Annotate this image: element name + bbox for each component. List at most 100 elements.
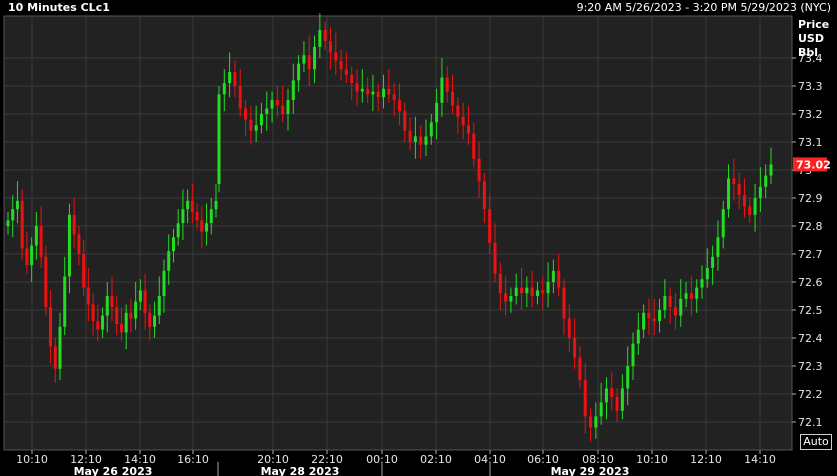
candle-body	[334, 52, 338, 61]
candle-body	[514, 287, 518, 296]
candle-body	[244, 108, 248, 120]
candle-body	[684, 293, 688, 299]
candle-body	[557, 270, 561, 288]
candle-body	[339, 60, 343, 70]
candle-body	[110, 296, 114, 308]
y-tick-label: 73.4	[798, 52, 823, 65]
candle-body	[281, 105, 285, 114]
candle-body	[67, 214, 71, 277]
candle-body	[376, 91, 380, 98]
candle-body	[429, 122, 433, 137]
candle-body	[86, 287, 90, 305]
candle-body	[77, 234, 81, 254]
candle-body	[318, 30, 322, 47]
candle-body	[249, 119, 253, 131]
candle-body	[626, 366, 630, 389]
date-range: 9:20 AM 5/26/2023 - 3:20 PM 5/29/2023 (N…	[576, 1, 831, 14]
candle-body	[30, 245, 34, 266]
candle-body	[397, 100, 401, 112]
candle-body	[578, 357, 582, 380]
candle-body	[138, 290, 142, 302]
y-tick-label: 72.1	[798, 416, 823, 429]
candle-body	[530, 287, 534, 296]
candle-body	[573, 338, 577, 358]
candle-body	[631, 343, 635, 366]
x-tick-label: 08:10	[582, 453, 614, 466]
candle-body	[599, 402, 603, 417]
candle-body	[82, 254, 86, 288]
candle-body	[328, 41, 332, 53]
candle-body	[134, 301, 138, 319]
candle-body	[711, 256, 715, 268]
candle-body	[727, 178, 731, 210]
candle-body	[753, 198, 757, 215]
candle-body	[313, 46, 317, 70]
candle-body	[344, 69, 348, 75]
candle-body	[101, 315, 105, 330]
candle-body	[658, 310, 662, 322]
candle-body	[217, 94, 221, 184]
candle-body	[181, 209, 185, 224]
candle-body	[604, 388, 608, 403]
candle-body	[350, 74, 354, 84]
candle-body	[732, 178, 736, 184]
candle-body	[520, 287, 524, 294]
candle-body	[466, 125, 470, 134]
candle-body	[91, 304, 95, 322]
candle-body	[477, 158, 481, 182]
candle-body	[642, 312, 646, 330]
x-tick-label: 16:10	[177, 453, 209, 466]
candle-body	[610, 388, 614, 397]
y-tick-label: 73.2	[798, 108, 823, 121]
y-tick-label: 73.1	[798, 136, 823, 149]
candle-body	[254, 125, 258, 131]
candle-body	[190, 200, 194, 212]
x-tick-label: 02:10	[420, 453, 452, 466]
candle-body	[205, 223, 209, 232]
candle-body	[472, 133, 476, 159]
candle-body	[716, 237, 720, 257]
x-tick-label: 12:10	[690, 453, 722, 466]
auto-scale-button[interactable]: Auto	[800, 434, 832, 450]
candle-body	[488, 209, 492, 243]
candle-body	[451, 91, 455, 106]
plot-area	[3, 15, 793, 451]
candle-body	[355, 83, 359, 92]
candle-body	[53, 346, 57, 369]
candle-body	[620, 388, 624, 411]
candle-body	[493, 242, 497, 274]
x-tick-label: 12:10	[70, 453, 102, 466]
candle-body	[307, 55, 311, 70]
candle-body	[668, 296, 672, 308]
x-tick-label: 06:10	[527, 453, 559, 466]
y-tick-label: 72.5	[798, 304, 823, 317]
candle-body	[456, 105, 460, 117]
candle-body	[209, 209, 213, 224]
candle-body	[49, 307, 53, 347]
candle-body	[238, 86, 242, 109]
candle-body	[504, 293, 508, 302]
candle-body	[34, 226, 38, 246]
x-tick-label: 10:10	[16, 453, 48, 466]
candle-body	[498, 273, 502, 294]
candle-body	[275, 100, 279, 106]
candle-body	[541, 290, 545, 294]
candle-body	[583, 380, 587, 417]
candle-body	[6, 220, 10, 226]
candle-body	[323, 30, 327, 42]
candle-body	[214, 200, 218, 210]
y-tick-label: 72.2	[798, 388, 823, 401]
candle-body	[673, 307, 677, 316]
candle-body	[222, 83, 226, 95]
y-tick-label: 72.7	[798, 248, 823, 261]
candle-body	[105, 296, 109, 316]
candle-body	[96, 321, 100, 330]
candle-body	[195, 212, 199, 221]
candle-body	[413, 136, 417, 142]
candle-body	[700, 279, 704, 288]
candle-body	[270, 100, 274, 109]
candle-body	[551, 270, 555, 282]
candle-body	[228, 72, 232, 84]
